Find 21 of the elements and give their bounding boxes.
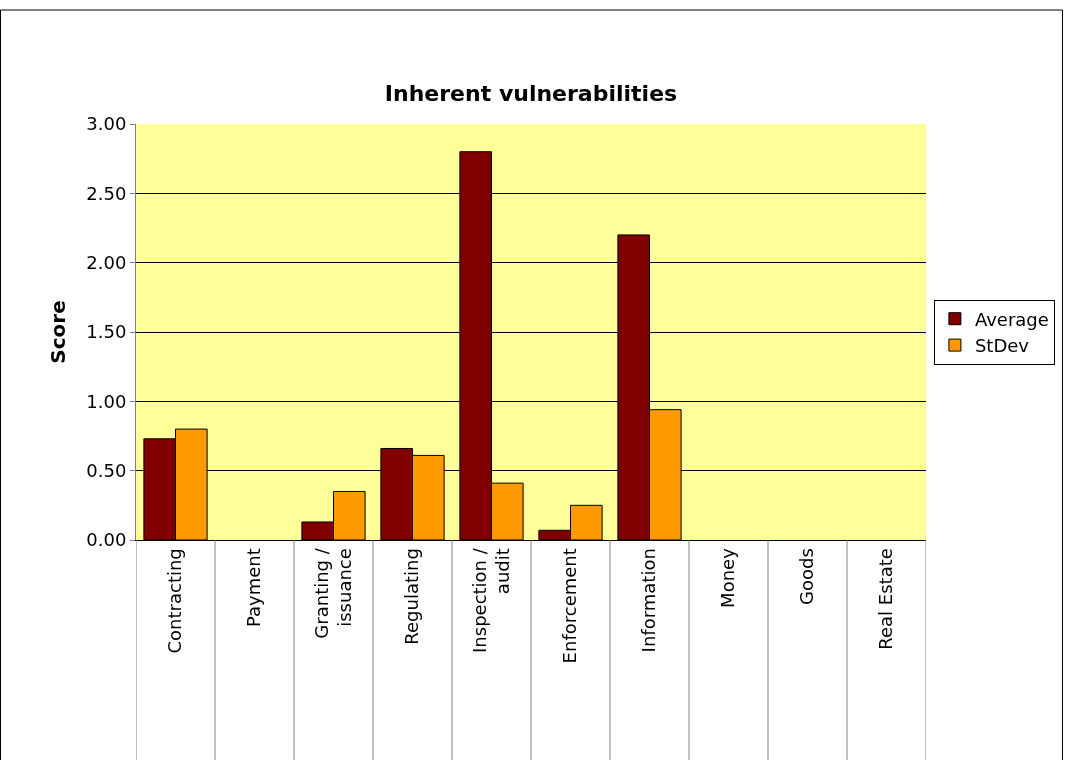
- y-tick-label: 1.00: [86, 390, 127, 412]
- x-tick-label: Goods: [796, 548, 818, 605]
- y-tick-label: 2.50: [86, 182, 127, 204]
- x-tick-label: Information: [638, 548, 660, 653]
- x-tick-label: Granting / issuance: [310, 547, 356, 639]
- x-tick-label: Enforcement: [559, 548, 581, 664]
- x-tick-label: Contracting: [164, 548, 186, 654]
- x-tick-label: Regulating: [401, 548, 423, 645]
- x-tick-label: Payment: [243, 548, 265, 628]
- x-tick-label: Money: [717, 547, 739, 608]
- legend-label: Average: [974, 308, 1049, 330]
- y-tick-label: 0.00: [86, 529, 127, 551]
- x-tick-label: Real Estate: [875, 548, 897, 650]
- y-axis-title: Score: [45, 300, 70, 364]
- y-tick-label: 2.00: [86, 251, 127, 273]
- legend-label: StDev: [974, 335, 1030, 357]
- y-tick-label: 3.00: [86, 113, 127, 135]
- chart-title: Inherent vulnerabilities: [384, 80, 678, 106]
- y-tick-label: 0.50: [86, 459, 127, 481]
- y-tick-label: 1.50: [86, 321, 127, 343]
- x-tick-label: Inspection / audit: [468, 547, 514, 653]
